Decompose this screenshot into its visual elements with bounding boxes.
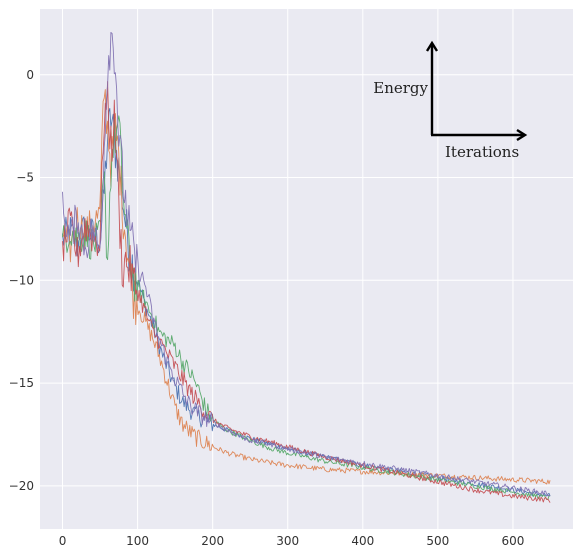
series-line-1	[62, 89, 551, 485]
x-tick-label: 400	[351, 534, 374, 548]
y-tick-label: −20	[9, 479, 34, 493]
y-tick-label: −10	[9, 273, 34, 287]
x-tick-label: 500	[426, 534, 449, 548]
y-tick-label: −15	[9, 376, 34, 390]
x-tick-label: 200	[201, 534, 224, 548]
y-tick-label: 0	[26, 68, 34, 82]
x-tick-label: 0	[59, 534, 67, 548]
series-lines	[62, 31, 551, 503]
x-tick-label: 600	[501, 534, 524, 548]
iterations-label: Iterations	[445, 143, 519, 161]
x-tick-label: 300	[276, 534, 299, 548]
energy-arrow-head	[425, 40, 439, 52]
energy-label: Energy	[373, 79, 428, 97]
series-line-3	[62, 81, 551, 503]
series-line-4	[62, 31, 551, 497]
axis-arrows-annotation: Energy Iterations	[373, 40, 528, 161]
plot-background	[40, 9, 573, 529]
y-axis-ticks: 0 −5 −10 −15 −20	[9, 68, 34, 493]
series-line-2	[62, 115, 551, 501]
y-tick-label: −5	[16, 171, 34, 185]
x-tick-label: 100	[126, 534, 149, 548]
iterations-arrow-head	[516, 128, 528, 142]
x-axis-ticks: 0 100 200 300 400 500 600	[59, 534, 525, 548]
grid-lines	[40, 9, 573, 529]
